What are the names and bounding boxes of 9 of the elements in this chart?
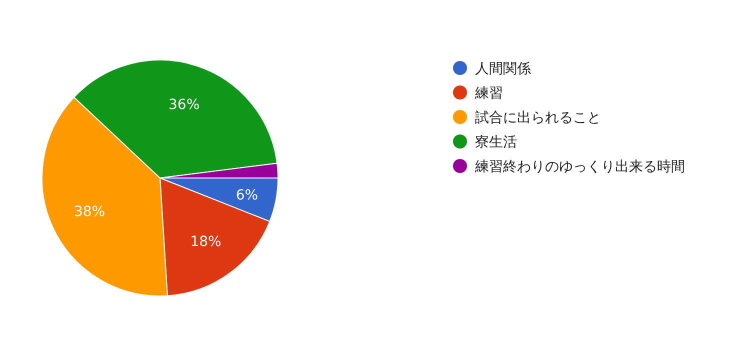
data-label: 36% bbox=[168, 96, 200, 113]
data-label: 38% bbox=[74, 204, 106, 220]
data-label: 6% bbox=[236, 188, 258, 204]
legend-label: 練習終わりのゆっくり出来る時間 bbox=[474, 159, 685, 175]
legend-label: 人間関係 bbox=[475, 61, 531, 77]
legend-label: 寮生活 bbox=[475, 134, 517, 150]
legend-label: 試合に出られること bbox=[475, 110, 601, 126]
legend-label: 練習 bbox=[474, 86, 503, 102]
data-label: 18% bbox=[190, 234, 222, 250]
